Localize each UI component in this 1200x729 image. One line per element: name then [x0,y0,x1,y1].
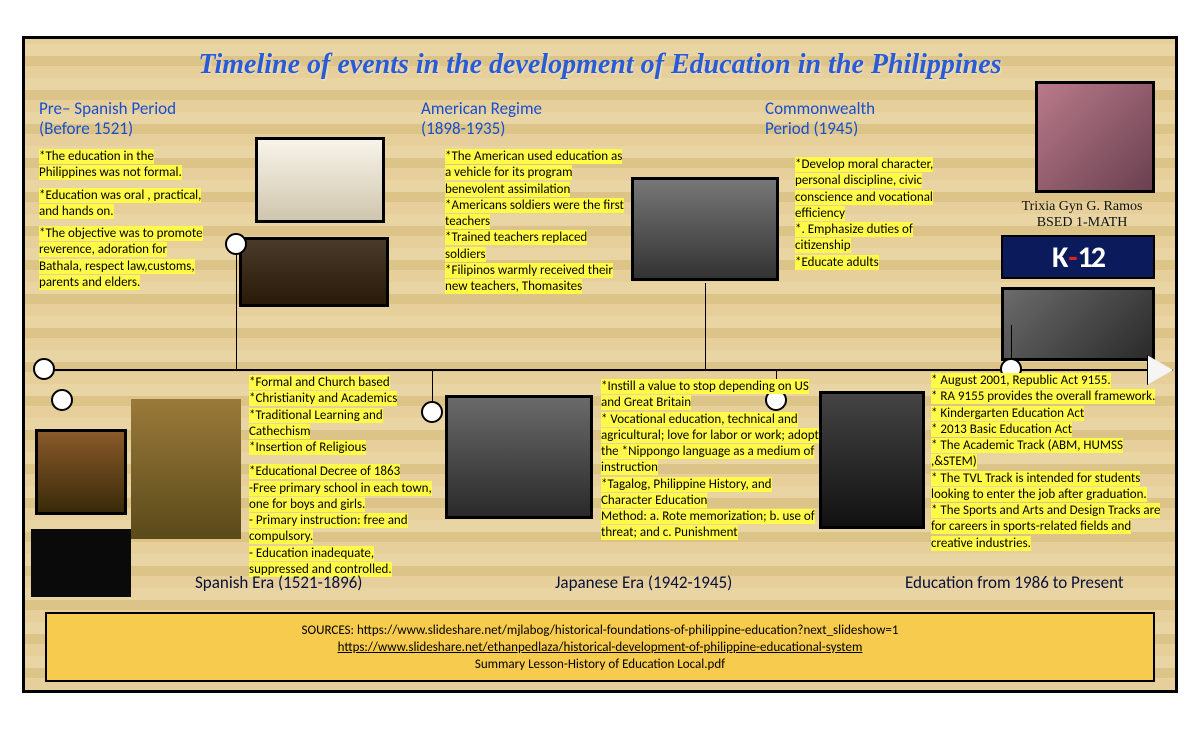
present-bullets: * August 2001, Republic Act 9155. * RA 9… [931,373,1169,552]
author-block: Trixia Gyn G. Ramos BSED 1-MATH [1017,199,1147,231]
period-spanish-title: Spanish Era (1521-1896) [195,573,362,593]
period-japanese-title: Japanese Era (1942-1945) [555,573,732,593]
timeline-node [225,233,247,255]
timeline-node [33,358,55,380]
image-japanese-class [445,395,593,519]
spanish-bullets: *Formal and Church based *Christianity a… [249,375,435,578]
period-commonwealth-title: Commonwealth Period (1945) [765,99,875,140]
source-line-3: Summary Lesson-History of Education Loca… [475,657,725,672]
source-line-2: https://www.slideshare.net/ethanpedlaza/… [338,640,863,655]
author-photo [1035,81,1155,193]
period-american-title: American Regime (1898-1935) [421,99,542,140]
image-prehispanic-1 [35,429,127,515]
image-american-class [631,177,779,281]
infographic-frame: Timeline of events in the development of… [22,36,1178,693]
source-line-1: SOURCES: https://www.slideshare.net/mjla… [302,623,899,638]
image-book-rosary [255,137,385,223]
period-present-title: Education from 1986 to Present [905,573,1124,593]
image-friars [239,237,389,307]
k12-logo: K-12 [1001,235,1155,279]
image-commonwealth-officials [819,391,925,529]
timeline-axis [35,369,1165,371]
japanese-bullets: *Instill a value to stop depending on US… [601,379,819,542]
timeline-node [51,389,73,411]
american-bullets: *The American used education as a vehicl… [445,149,625,295]
main-title: Timeline of events in the development of… [25,39,1175,85]
image-dark-block [31,529,131,597]
image-prehispanic-2 [131,399,241,539]
commonwealth-bullets: *Develop moral character, personal disci… [795,157,955,271]
author-name: Trixia Gyn G. Ramos [1017,199,1147,215]
author-course: BSED 1-MATH [1017,215,1147,231]
stem [236,249,237,369]
sources-footer: SOURCES: https://www.slideshare.net/mjla… [45,612,1155,682]
image-classroom-modern [1001,287,1155,361]
pre-spanish-bullets: *The education in the Philippines was no… [39,149,209,291]
period-pre-spanish-title: Pre– Spanish Period (Before 1521) [39,99,176,140]
stem [705,283,706,369]
